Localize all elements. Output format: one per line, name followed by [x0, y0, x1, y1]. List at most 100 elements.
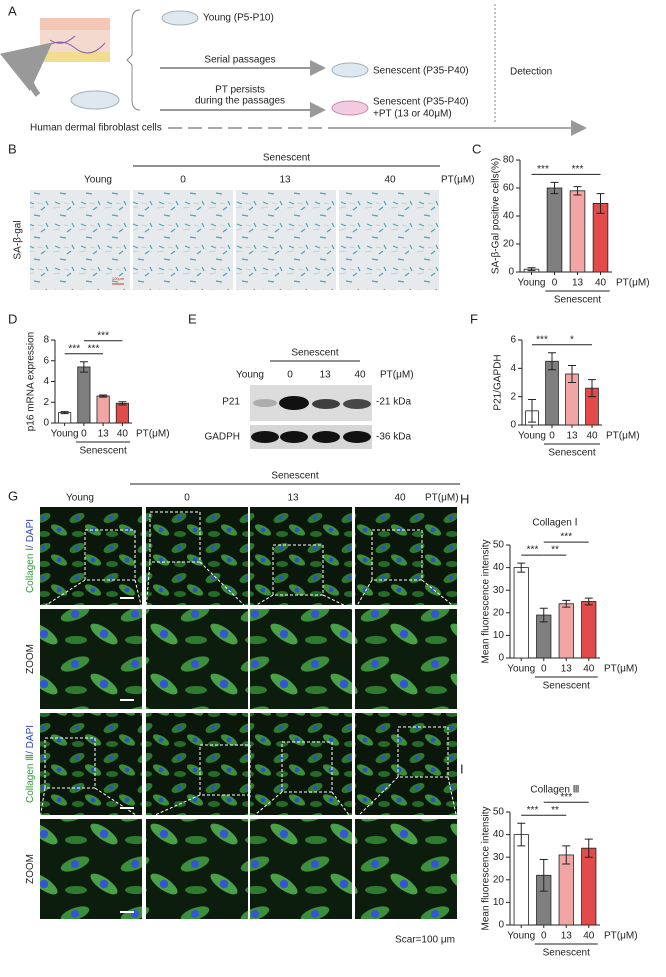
zoom-line	[94, 787, 143, 820]
zoom-line	[354, 579, 373, 610]
group-label: Senescent	[263, 153, 310, 164]
bar	[558, 603, 574, 659]
panel-label: E	[188, 311, 197, 326]
unit-label: PT(μM)	[136, 429, 170, 440]
panel-label: G	[8, 488, 18, 503]
micrograph	[40, 819, 142, 919]
x-tick-label: 13	[566, 431, 578, 442]
significance-label: ***	[572, 164, 584, 175]
error-bar	[60, 411, 69, 415]
schematic-label: during the passages	[195, 96, 285, 107]
x-tick-label: 0	[541, 664, 547, 675]
error-bar	[517, 822, 526, 847]
unit-label: PT(μM)	[380, 370, 414, 381]
protein-label: P21	[222, 397, 240, 408]
row-label: SA-β-gal	[13, 220, 24, 259]
zoom-line	[249, 594, 274, 610]
micrograph	[133, 190, 233, 290]
y-tick-label: 60	[503, 183, 515, 194]
zoom-box	[44, 737, 96, 789]
micrograph	[355, 713, 457, 815]
zoom-line	[145, 561, 151, 610]
micrograph	[250, 609, 352, 709]
row-label: Collagen Ⅲ/ DAPI	[25, 725, 36, 803]
y-tick-label: 40	[493, 829, 505, 840]
y-tick-label: 40	[493, 562, 505, 573]
x-tick-label: 13	[572, 278, 584, 289]
x-tick-label: 40	[595, 278, 607, 289]
micrograph	[355, 609, 457, 709]
y-tick-label: 10	[493, 630, 505, 641]
column-label: 40	[384, 175, 396, 186]
y-axis-label: SA-β-Gal positive cells(%)	[491, 158, 502, 274]
size-label: -36 kDa	[376, 432, 411, 443]
micrograph	[146, 819, 248, 919]
row-label: Collagen Ⅰ/ DAPI	[25, 519, 36, 593]
y-axis-label: P21/GAPDH	[493, 354, 504, 410]
row-label-part: Collagen Ⅰ	[25, 548, 36, 593]
zoom-box	[149, 511, 201, 563]
bar	[58, 412, 72, 424]
significance-label: ***	[560, 792, 572, 803]
skin-vessels	[44, 35, 106, 54]
significance-label: ***	[68, 343, 80, 354]
zoom-box	[397, 726, 449, 778]
panel-label: D	[8, 311, 17, 326]
bar	[581, 601, 597, 659]
bracket	[126, 9, 141, 111]
error-bar	[573, 186, 582, 196]
bar	[513, 834, 529, 926]
row-label: ZOOM	[25, 644, 36, 674]
western-blot	[250, 385, 372, 449]
row-label-part: / DAPI	[25, 725, 36, 754]
error-bar	[527, 267, 536, 272]
group-label: Senescent	[271, 471, 318, 482]
y-tick-label: 6	[43, 355, 49, 366]
y-tick-label: 80	[503, 155, 515, 166]
error-bar	[539, 858, 548, 892]
micrograph	[250, 713, 352, 815]
zoom-box	[281, 741, 333, 793]
significance-label: **	[551, 805, 559, 816]
zoom-box	[84, 529, 136, 581]
x-tick-label: Young	[507, 664, 535, 675]
dish	[161, 10, 199, 26]
y-tick-label: 40	[503, 211, 515, 222]
unit-label: PT(μM)	[425, 493, 459, 504]
unit-label: PT(μM)	[604, 664, 638, 675]
row-label-part: ZOOM	[25, 644, 36, 674]
panel-label: H	[460, 491, 469, 506]
y-axis-label: p16 mRNA expression	[26, 332, 37, 432]
micrograph	[30, 190, 130, 290]
schematic-label: Detection	[510, 67, 552, 78]
error-bar	[584, 838, 593, 858]
y-tick-label: 8	[43, 335, 49, 346]
micrograph	[250, 819, 352, 919]
x-tick-label: 0	[552, 278, 558, 289]
x-tick-label: Young	[518, 431, 546, 442]
x-tick-label: 0	[549, 431, 555, 442]
micrograph	[355, 507, 457, 605]
y-tick-label: 20	[493, 607, 505, 618]
y-tick-label: 0	[43, 418, 49, 429]
scale-label: Scar=100 μm	[395, 935, 455, 946]
row-label-part: ZOOM	[25, 854, 36, 884]
micrograph	[355, 819, 457, 919]
error-bar	[584, 597, 593, 606]
zoom-line	[354, 776, 399, 820]
y-tick-label: 30	[493, 852, 505, 863]
y-tick-label: 20	[503, 239, 515, 250]
y-tick-label: 50	[493, 807, 505, 818]
error-bar	[548, 352, 556, 371]
y-tick-label: 2	[510, 391, 516, 402]
schematic-label: Serial passages	[204, 55, 275, 66]
y-tick-label: 20	[493, 874, 505, 885]
error-bar	[588, 379, 596, 398]
x-tick-label: 13	[98, 429, 110, 440]
column-label: 40	[394, 493, 406, 504]
column-label: 13	[279, 175, 291, 186]
x-tick-label: Young	[51, 429, 79, 440]
error-bar	[562, 845, 571, 865]
